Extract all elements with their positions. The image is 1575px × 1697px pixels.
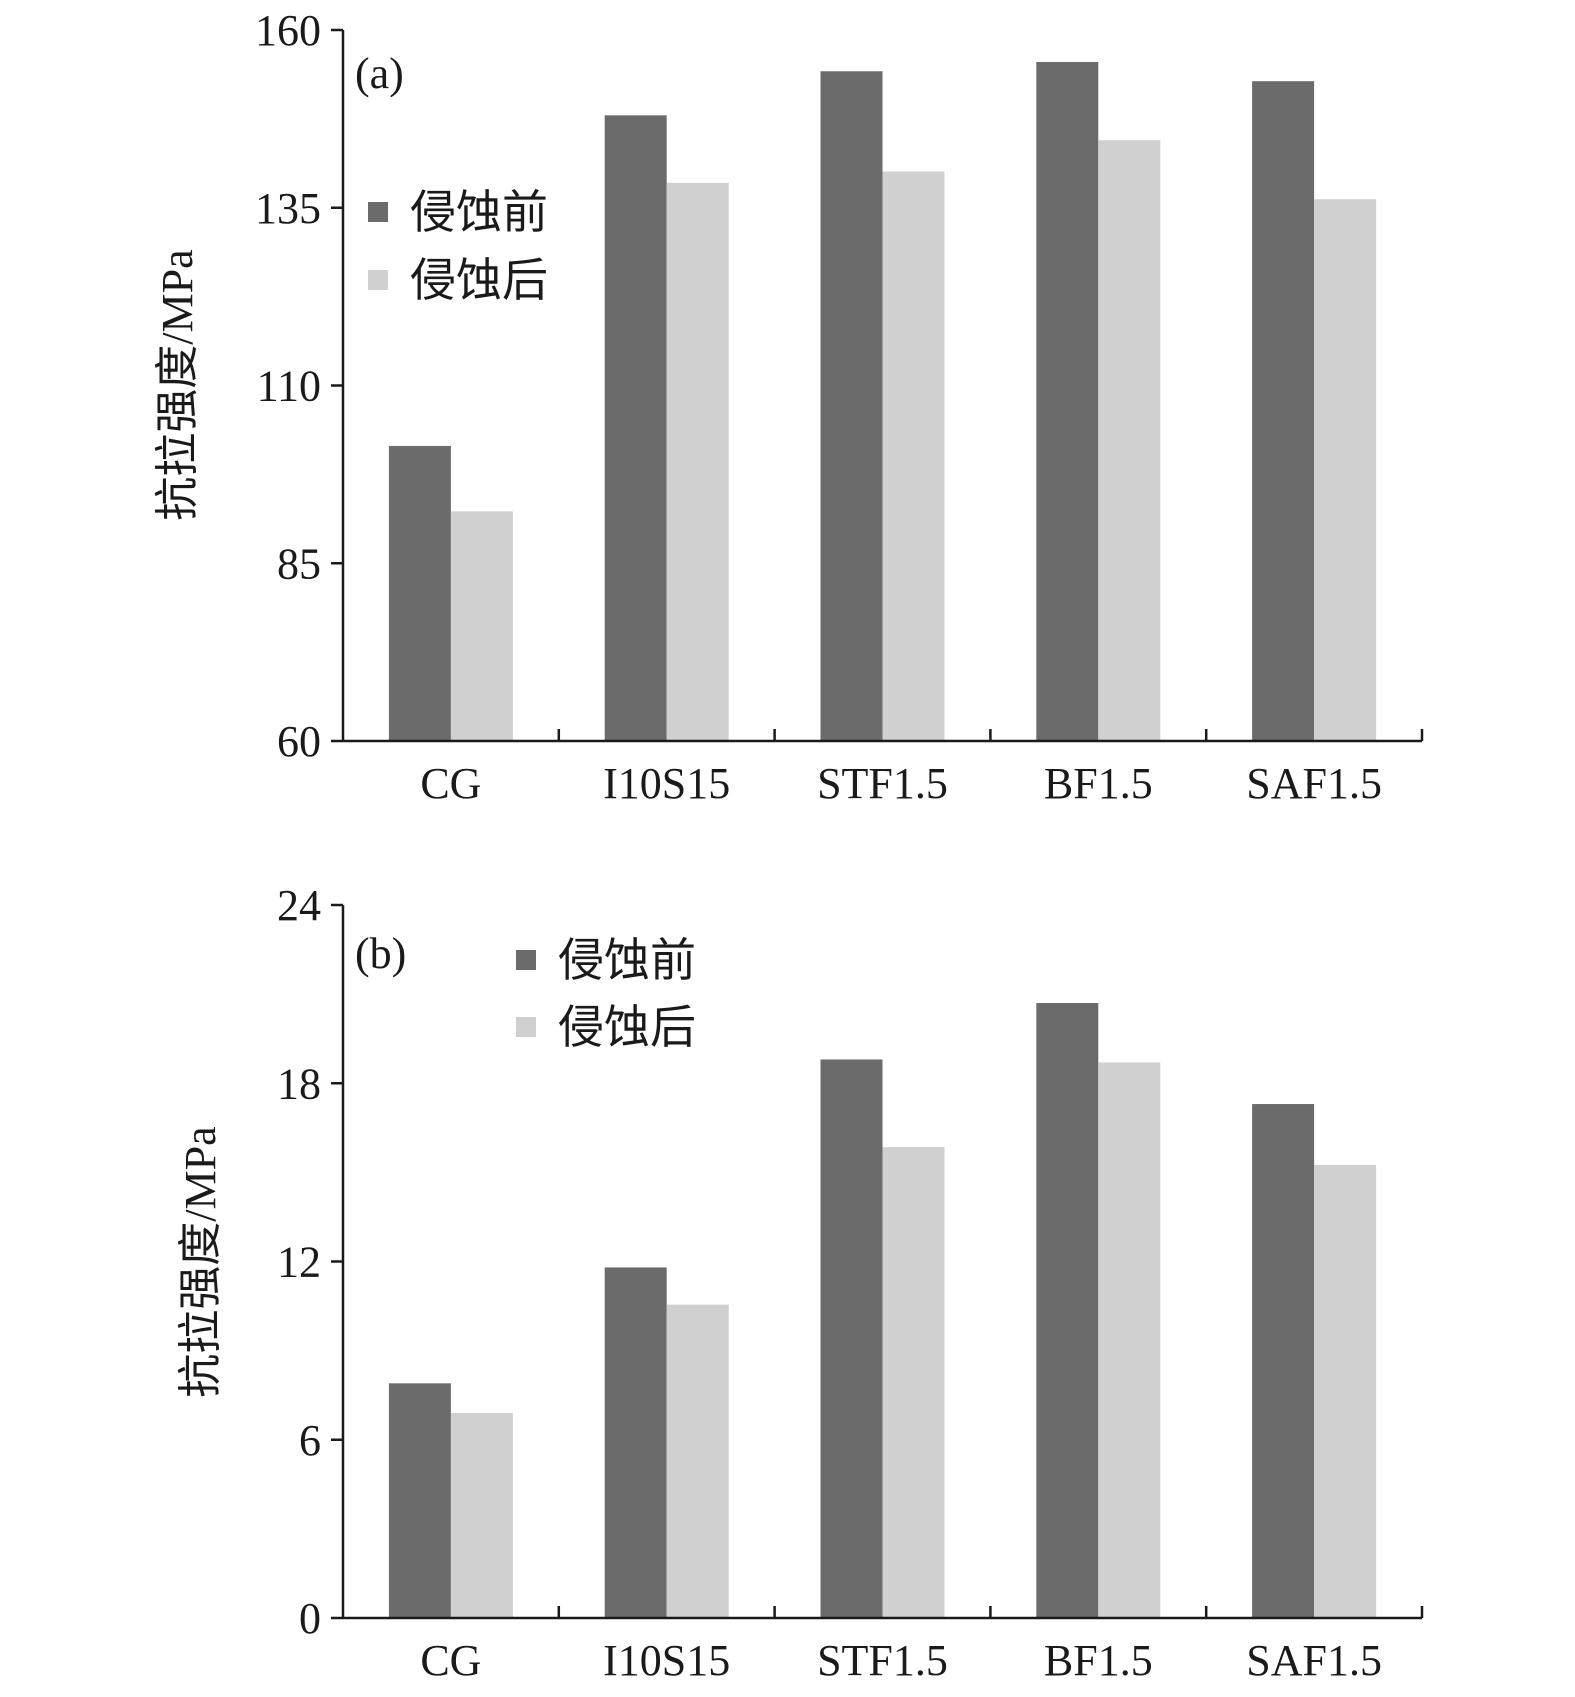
legend-label-before: 侵蚀前 [558,935,696,986]
bar-I10S15-after [666,1304,729,1618]
x-tick-label: I10S15 [603,759,730,808]
y-tick-label: 18 [277,1059,321,1108]
bar-I10S15-before [604,1267,667,1618]
bar-STF1.5-after [882,1147,945,1618]
panel-label: (b) [355,929,406,978]
bar-SAF1.5-before [1252,1104,1315,1618]
legend-label-after: 侵蚀后 [410,255,548,306]
bar-CG-before [388,1383,451,1618]
x-tick-label: SAF1.5 [1246,1636,1382,1685]
bar-STF1.5-before [820,1059,883,1618]
bar-SAF1.5-after [1314,1164,1377,1618]
x-tick-label: SAF1.5 [1246,759,1382,808]
y-tick-label: 135 [255,184,321,233]
x-tick-label: STF1.5 [817,759,948,808]
legend-swatch-after [516,1017,536,1037]
x-tick-label: STF1.5 [817,1636,948,1685]
bar-CG-after [450,1413,513,1618]
y-tick-label: 60 [277,717,321,766]
y-tick-label: 24 [277,881,321,930]
bar-I10S15-before [604,115,667,741]
panel-label: (a) [355,49,404,98]
bar-STF1.5-after [882,171,945,741]
bar-BF1.5-before [1036,61,1099,742]
chart-panel-a: 60 85 110 135 160 CG I10S15 STF1.5 BF1.5 SAF1.5 抗拉… [153,6,1424,808]
legend-label-after: 侵蚀后 [558,1002,696,1053]
bar-BF1.5-after [1098,1062,1161,1618]
bar-SAF1.5-before [1252,81,1315,741]
x-tick-label: BF1.5 [1044,759,1153,808]
x-tick-label: CG [420,759,481,808]
bar-SAF1.5-after [1314,199,1377,741]
x-tick-label: I10S15 [603,1636,730,1685]
y-tick-label: 160 [255,6,321,55]
bar-BF1.5-after [1098,140,1161,741]
chart-panel-b: 0 6 12 18 24 CG I10S15 STF1.5 BF1.5 SAF1.5 抗拉强度/MP… [176,881,1424,1685]
y-axis-title: 抗拉强度/MPa [153,249,202,520]
bar-CG-before [388,445,451,741]
legend-swatch-before [516,950,536,970]
legend-swatch-before [368,202,388,222]
bar-CG-after [450,511,513,741]
y-tick-label: 85 [277,539,321,588]
x-tick-label: BF1.5 [1044,1636,1153,1685]
y-tick-label: 110 [257,362,321,411]
bar-STF1.5-before [820,71,883,742]
y-tick-label: 12 [277,1238,321,1287]
x-tick-label: CG [420,1636,481,1685]
y-axis-title: 抗拉强度/MPa [176,1126,225,1397]
legend-swatch-after [368,270,388,290]
y-tick-label: 6 [299,1416,321,1465]
bar-BF1.5-before [1036,1003,1099,1618]
legend-label-before: 侵蚀前 [410,187,548,238]
y-tick-label: 0 [299,1594,321,1643]
bar-I10S15-after [666,182,729,742]
